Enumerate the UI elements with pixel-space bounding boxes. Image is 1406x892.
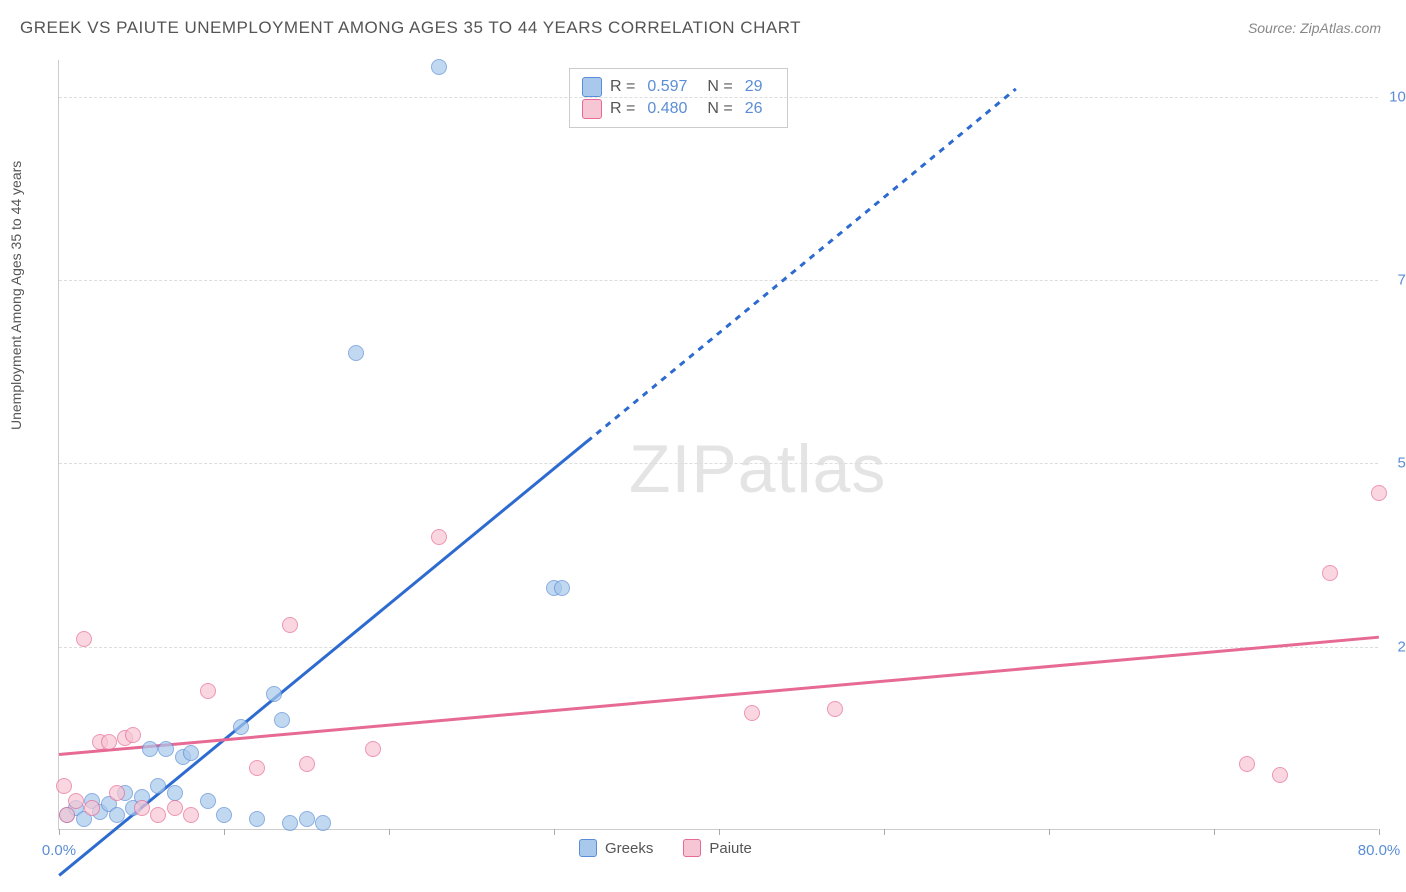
chart-plot-area: R = 0.597 N = 29 R = 0.480 N = 26 Greeks… [58, 60, 1378, 830]
data-point [158, 741, 174, 757]
data-point [1272, 767, 1288, 783]
legend-n-label: N = [707, 100, 732, 118]
chart-title: GREEK VS PAIUTE UNEMPLOYMENT AMONG AGES … [20, 18, 801, 38]
data-point [1322, 565, 1338, 581]
x-tick-label: 80.0% [1358, 842, 1401, 859]
data-point [84, 800, 100, 816]
x-tick [389, 829, 390, 835]
legend-label-paiute: Paiute [709, 840, 752, 857]
data-point [76, 631, 92, 647]
data-point [59, 807, 75, 823]
data-point [150, 778, 166, 794]
y-tick-label: 25.0% [1397, 638, 1406, 655]
data-point [109, 807, 125, 823]
data-point [200, 793, 216, 809]
legend-r-label: R = [610, 100, 635, 118]
data-point [431, 59, 447, 75]
data-point [282, 815, 298, 831]
data-point [266, 686, 282, 702]
data-point [299, 756, 315, 772]
data-point [1239, 756, 1255, 772]
x-tick [224, 829, 225, 835]
legend-item-paiute: Paiute [683, 839, 752, 857]
gridline [59, 463, 1378, 464]
x-tick [1214, 829, 1215, 835]
y-axis-label: Unemployment Among Ages 35 to 44 years [8, 161, 24, 430]
legend-r-label: R = [610, 78, 635, 96]
data-point [431, 529, 447, 545]
data-point [299, 811, 315, 827]
legend-row-greeks: R = 0.597 N = 29 [582, 77, 775, 97]
data-point [101, 734, 117, 750]
data-point [150, 807, 166, 823]
legend-r-value-paiute: 0.480 [647, 100, 687, 118]
y-tick-label: 100.0% [1389, 88, 1406, 105]
data-point [233, 719, 249, 735]
correlation-legend: R = 0.597 N = 29 R = 0.480 N = 26 [569, 68, 788, 128]
data-point [554, 580, 570, 596]
y-tick-label: 75.0% [1397, 272, 1406, 289]
data-point [167, 800, 183, 816]
x-tick [884, 829, 885, 835]
data-point [142, 741, 158, 757]
watermark: ZIPatlas [629, 430, 886, 508]
data-point [183, 807, 199, 823]
data-point [249, 811, 265, 827]
x-tick-label: 0.0% [42, 842, 76, 859]
data-point [348, 345, 364, 361]
x-tick [59, 829, 60, 835]
data-point [56, 778, 72, 794]
legend-n-value-greeks: 29 [745, 78, 763, 96]
legend-item-greeks: Greeks [579, 839, 653, 857]
data-point [1371, 485, 1387, 501]
x-tick [719, 829, 720, 835]
data-point [282, 617, 298, 633]
data-point [315, 815, 331, 831]
data-point [109, 785, 125, 801]
x-tick [1379, 829, 1380, 835]
data-point [744, 705, 760, 721]
data-point [274, 712, 290, 728]
legend-swatch-icon [683, 839, 701, 857]
legend-swatch-icon [579, 839, 597, 857]
x-tick [554, 829, 555, 835]
trend-line [59, 636, 1379, 756]
x-tick [1049, 829, 1050, 835]
gridline [59, 647, 1378, 648]
gridline [59, 280, 1378, 281]
source-attribution: Source: ZipAtlas.com [1248, 20, 1381, 36]
gridline [59, 97, 1378, 98]
legend-label-greeks: Greeks [605, 840, 653, 857]
data-point [827, 701, 843, 717]
data-point [216, 807, 232, 823]
y-tick-label: 50.0% [1397, 455, 1406, 472]
data-point [125, 727, 141, 743]
legend-swatch-paiute [582, 99, 602, 119]
legend-swatch-greeks [582, 77, 602, 97]
data-point [68, 793, 84, 809]
legend-n-label: N = [707, 78, 732, 96]
series-legend: Greeks Paiute [579, 839, 752, 857]
legend-row-paiute: R = 0.480 N = 26 [582, 99, 775, 119]
data-point [134, 800, 150, 816]
data-point [167, 785, 183, 801]
data-point [365, 741, 381, 757]
data-point [200, 683, 216, 699]
trend-line [586, 87, 1017, 442]
legend-r-value-greeks: 0.597 [647, 78, 687, 96]
data-point [249, 760, 265, 776]
data-point [183, 745, 199, 761]
legend-n-value-paiute: 26 [745, 100, 763, 118]
